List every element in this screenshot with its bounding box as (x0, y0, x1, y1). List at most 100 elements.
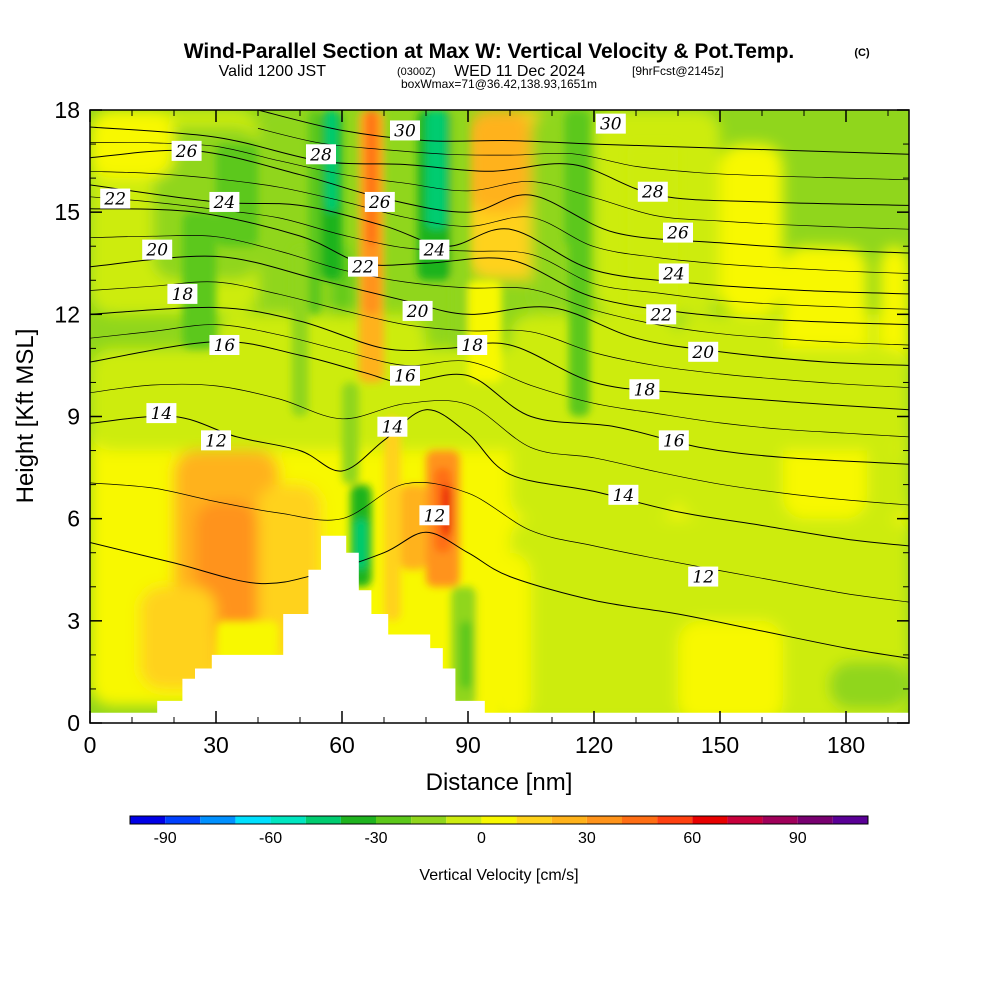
theta-label-26: 26 (663, 222, 693, 244)
svg-text:16: 16 (214, 336, 236, 356)
svg-text:22: 22 (649, 305, 672, 325)
colorbar: -90 -60 -30 0 30 60 90 (129, 815, 869, 847)
theta-isoline-minor (90, 170, 909, 274)
theta-isoline-18 (90, 306, 909, 411)
x-axis-label: Distance [nm] (426, 769, 573, 796)
svg-text:16: 16 (394, 367, 416, 387)
x-tick-label: 150 (701, 732, 739, 758)
y-tick-label: 15 (54, 199, 80, 225)
w-region (90, 110, 174, 179)
theta-label-16: 16 (209, 334, 240, 356)
x-axis: 0 30 60 90 120 150 180 (84, 110, 889, 758)
theta-label-22: 22 (348, 256, 378, 278)
w-band (367, 110, 376, 247)
w-region (468, 110, 531, 213)
chart-title: Wind-Parallel Section at Max W: Vertical… (184, 40, 795, 63)
colorbar-swatch (235, 816, 271, 824)
theta-label-14: 14 (608, 484, 639, 506)
colorbar-swatch (762, 816, 798, 824)
colorbar-swatch (797, 816, 833, 824)
w-band (476, 586, 502, 723)
theta-isoline-minor (257, 128, 909, 181)
colorbar-swatch (516, 816, 552, 824)
svg-text:24: 24 (662, 264, 685, 284)
w-region (258, 484, 321, 655)
colorbar-tick-label: -60 (259, 830, 282, 847)
colorbar-tick-label: 90 (789, 830, 807, 847)
theta-label-12: 12 (419, 505, 450, 526)
theta-isoline-minor (90, 142, 909, 230)
colorbar-swatch (551, 816, 587, 824)
theta-label-22: 22 (100, 188, 131, 210)
colorbar-tick-label: -30 (364, 830, 387, 847)
w-region (531, 110, 573, 315)
colorbar-swatch (270, 816, 306, 824)
w-region (140, 586, 216, 689)
svg-text:12: 12 (424, 506, 446, 526)
theta-label-18: 18 (457, 334, 488, 356)
theta-label-20: 20 (142, 239, 173, 261)
colorbar-swatch (446, 816, 482, 824)
svg-text:26: 26 (175, 142, 198, 162)
y-axis: 0 3 6 9 12 15 18 (54, 97, 909, 736)
colorbar-swatch (832, 816, 868, 824)
svg-text:24: 24 (423, 241, 446, 261)
svg-text:20: 20 (145, 241, 168, 261)
theta-label-28: 28 (637, 181, 668, 203)
y-tick-label: 0 (67, 710, 80, 736)
w-region (678, 620, 783, 723)
w-region (216, 314, 426, 417)
theta-isoline-minor (90, 324, 909, 438)
w-band (291, 246, 309, 417)
colorbar-swatch (411, 816, 447, 824)
colorbar-tick-label: 0 (477, 830, 486, 847)
y-tick-label: 18 (54, 97, 80, 123)
x-tick-label: 120 (575, 732, 613, 758)
y-axis-label: Height [Kft MSL] (12, 329, 39, 504)
colorbar-tick-label: 30 (578, 830, 596, 847)
svg-text:30: 30 (394, 121, 416, 141)
svg-text:22: 22 (351, 258, 374, 278)
theta-isoline-26 (90, 149, 909, 254)
forecast-info: [9hrFcst@2145z] (632, 64, 724, 78)
theta-label-12: 12 (201, 430, 231, 451)
y-tick-label: 9 (67, 404, 80, 430)
w-region (829, 661, 909, 710)
theta-isoline-22 (90, 208, 909, 326)
theta-label-26: 26 (171, 140, 202, 162)
x-tick-label: 30 (203, 732, 229, 758)
theta-label-16: 16 (390, 365, 420, 387)
copyright-mark: (C) (854, 47, 870, 59)
theta-isoline-16 (90, 341, 909, 465)
svg-text:16: 16 (663, 431, 685, 451)
valid-zulu: (0300Z) (397, 66, 436, 78)
valid-date: WED 11 Dec 2024 (454, 63, 585, 80)
theta-isoline-12 (90, 531, 909, 659)
x-tick-label: 60 (329, 732, 355, 758)
y-tick-label: 12 (54, 301, 80, 327)
theta-label-30: 30 (390, 120, 420, 141)
svg-text:24: 24 (213, 193, 236, 213)
svg-text:28: 28 (309, 145, 332, 165)
svg-text:30: 30 (600, 115, 622, 135)
theta-isoline-minor (90, 481, 909, 603)
x-tick-label: 180 (827, 732, 865, 758)
y-tick-label: 6 (67, 506, 80, 532)
svg-text:20: 20 (406, 302, 429, 322)
theta-label-12: 12 (688, 566, 719, 588)
colorbar-swatch (376, 816, 412, 824)
theta-isoline-minor (90, 281, 909, 388)
w-band (468, 280, 502, 383)
theta-isoline-14 (90, 409, 909, 547)
theta-label-30: 30 (595, 113, 626, 135)
w-band (384, 416, 401, 621)
y-tick-label: 3 (67, 608, 80, 634)
theta-labels: 12 12 12 14 14 14 16 16 16 18 18 18 20 20 20 22 22 22 24 24… (100, 113, 719, 588)
svg-text:18: 18 (172, 285, 194, 305)
svg-text:28: 28 (641, 183, 664, 203)
colorbar-tick-label: 60 (683, 830, 701, 847)
theta-label-24: 24 (658, 263, 689, 284)
terrain (90, 535, 909, 723)
w-band (308, 110, 321, 315)
